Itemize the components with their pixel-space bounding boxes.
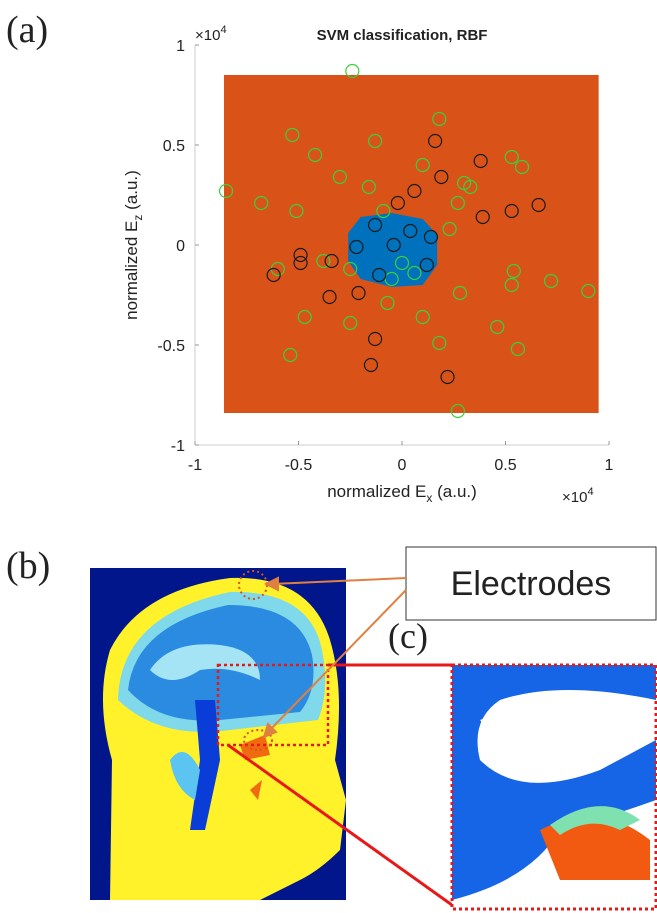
data-point xyxy=(434,169,449,185)
label-suffix: (a.u.) xyxy=(122,170,141,214)
data-point xyxy=(367,133,383,149)
data-point xyxy=(581,283,596,299)
data-point xyxy=(307,147,323,163)
data-point xyxy=(380,295,395,311)
data-point xyxy=(442,221,457,237)
zoom-image xyxy=(450,663,657,911)
y-tick-label: 0.5 xyxy=(163,138,185,155)
label-suffix: (a.u.) xyxy=(432,482,476,501)
y-tick-label: -0.5 xyxy=(157,338,185,355)
x-multiplier: ×104 xyxy=(562,486,594,506)
data-point xyxy=(415,309,430,325)
x-axis-label: normalized Ex (a.u.) xyxy=(327,482,477,505)
zoom-connector xyxy=(227,663,453,907)
data-point xyxy=(316,253,331,269)
multiplier-base: ×10 xyxy=(195,27,220,44)
data-point xyxy=(407,265,422,281)
annotation-box xyxy=(405,546,657,621)
label-text: normalized E xyxy=(327,482,426,501)
data-point xyxy=(514,159,530,175)
data-point xyxy=(367,217,383,233)
data-point xyxy=(386,237,401,253)
data-point xyxy=(351,285,366,301)
y-tick-label: 0 xyxy=(176,238,185,255)
data-point xyxy=(324,253,339,269)
data-point xyxy=(218,183,234,199)
data-point xyxy=(266,267,281,283)
data-point xyxy=(504,277,519,293)
data-point xyxy=(372,267,387,283)
chart-title: SVM classification, RBF xyxy=(317,27,488,44)
data-point xyxy=(423,229,439,245)
data-point xyxy=(293,247,308,263)
data-point xyxy=(394,255,410,271)
data-point xyxy=(407,183,422,199)
y-axis-label: normalized Ez (a.u.) xyxy=(122,170,145,320)
data-point xyxy=(490,319,505,335)
multiplier-base: ×10 xyxy=(562,489,587,506)
x-tick-label: -1 xyxy=(188,457,202,474)
data-point xyxy=(363,357,379,373)
multiplier-exponent: 4 xyxy=(220,24,226,36)
data-point xyxy=(285,127,300,143)
data-point xyxy=(349,239,364,255)
x-tick-label: 0 xyxy=(398,457,407,474)
data-point xyxy=(343,315,358,331)
x-tick-label: -0.5 xyxy=(285,457,313,474)
class-region xyxy=(348,213,438,287)
data-point xyxy=(543,273,559,289)
data-point xyxy=(367,331,383,347)
data-point xyxy=(452,285,468,301)
head-image xyxy=(90,568,346,900)
data-point xyxy=(504,203,519,219)
data-point xyxy=(322,289,337,305)
data-point xyxy=(475,209,490,225)
data-point xyxy=(463,179,478,195)
data-point xyxy=(415,157,430,173)
data-point xyxy=(254,195,269,211)
data-point xyxy=(384,271,399,287)
data-point xyxy=(376,203,391,219)
data-point xyxy=(510,341,526,357)
data-point xyxy=(419,257,434,273)
data-point xyxy=(343,261,358,277)
data-point xyxy=(345,63,360,79)
label-subscript: x xyxy=(426,491,432,505)
data-point xyxy=(332,169,347,185)
data-point xyxy=(473,153,488,169)
data-point xyxy=(297,309,312,325)
data-point xyxy=(504,149,519,165)
y-tick-label: -1 xyxy=(171,438,185,455)
data-point xyxy=(506,263,521,279)
multiplier-exponent: 4 xyxy=(587,486,593,498)
data-point xyxy=(289,203,304,219)
panel-label: (c) xyxy=(388,616,428,656)
data-point xyxy=(390,195,405,211)
data-point xyxy=(361,179,376,195)
data-point xyxy=(403,223,418,239)
x-tick-label: 0.5 xyxy=(494,457,516,474)
data-point xyxy=(428,133,443,149)
panel-label: (b) xyxy=(6,545,50,587)
x-tick-label: 1 xyxy=(605,457,614,474)
data-point xyxy=(450,403,465,419)
data-point xyxy=(432,111,447,127)
data-point xyxy=(283,347,298,363)
data-point xyxy=(440,369,455,385)
data-point xyxy=(293,255,308,271)
label-text: normalized E xyxy=(122,221,141,320)
data-point xyxy=(531,197,546,213)
annotation: Electrodes xyxy=(451,565,612,603)
data-point xyxy=(432,335,447,351)
data-point xyxy=(450,195,465,211)
panel-label: (a) xyxy=(6,9,48,51)
annotation-arrow xyxy=(262,576,407,739)
y-tick-label: 1 xyxy=(176,38,185,55)
y-multiplier: ×104 xyxy=(195,24,227,44)
label-subscript: z xyxy=(131,215,145,221)
